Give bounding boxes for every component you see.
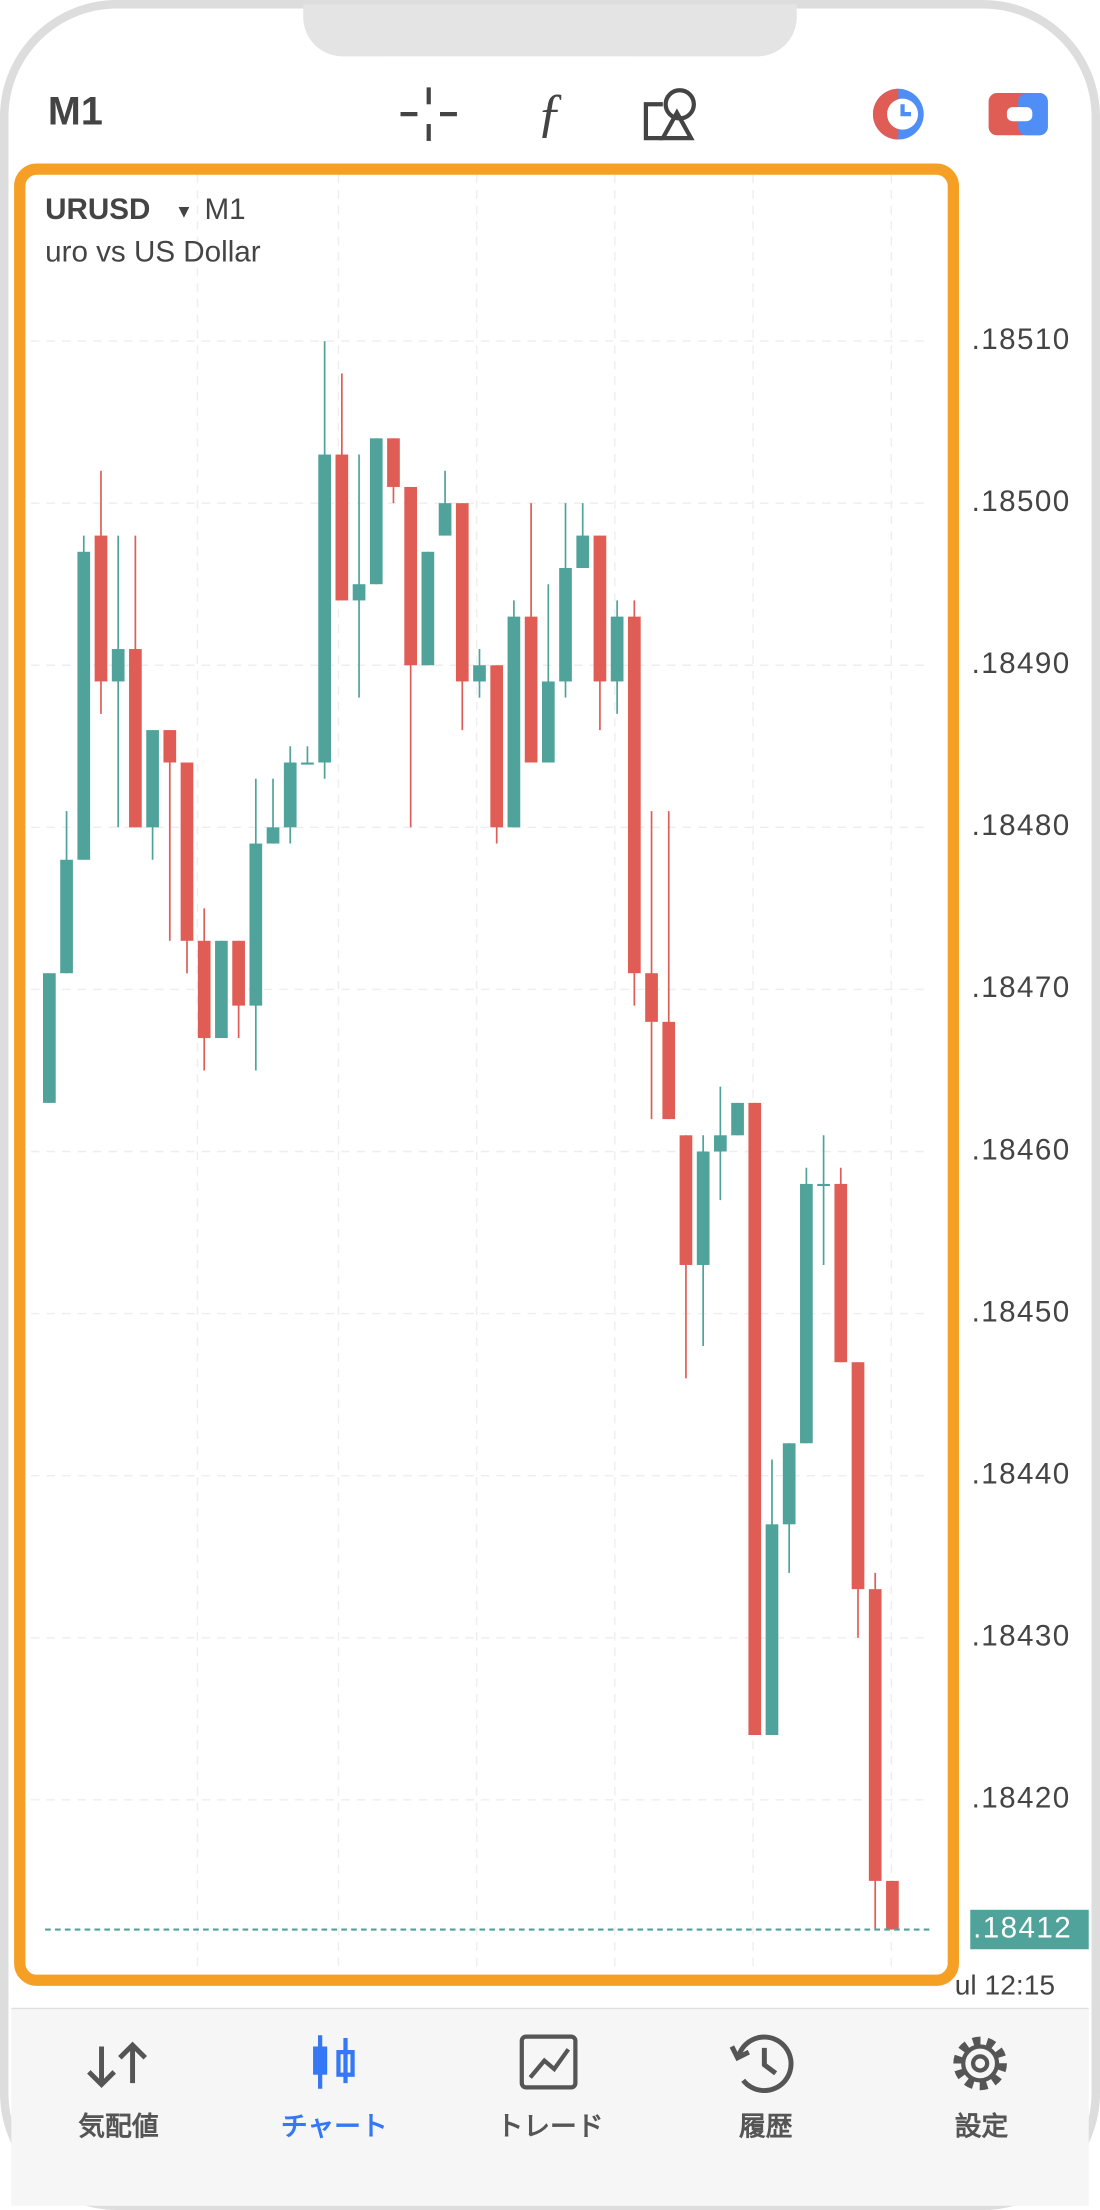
candle-body — [782, 1443, 796, 1525]
candle-body — [163, 730, 177, 763]
one-click-icon[interactable] — [872, 88, 924, 140]
y-tick-label: .18470 — [972, 971, 1071, 1004]
candle-body — [714, 1135, 727, 1152]
candle-body — [215, 940, 228, 1039]
candle-body — [421, 551, 435, 666]
chart: .18510 .18500 .18490 .18480 .18470 .18460 .184… — [31, 174, 1089, 2001]
candle-body — [146, 730, 159, 828]
account-icon[interactable] — [988, 93, 1048, 136]
y-tick-label: .18510 — [972, 323, 1071, 356]
candle-body — [438, 503, 452, 536]
candle-body — [94, 535, 108, 682]
candle-body — [731, 1102, 744, 1136]
y-tick-label: .18460 — [972, 1133, 1071, 1166]
candle-body — [490, 665, 504, 828]
last-price-label: .18412 — [973, 1911, 1072, 1944]
candle-body — [180, 762, 194, 941]
time-label: ul 12:15 — [955, 1969, 1055, 2001]
candle-body — [627, 616, 641, 974]
candle-body — [541, 681, 555, 763]
tab-label[interactable]: 設定 — [955, 2110, 1009, 2141]
candle-body — [610, 616, 624, 682]
indicator-icon[interactable]: ƒ — [537, 83, 564, 143]
candle-body — [77, 551, 91, 860]
symbol: URUSD — [45, 193, 150, 226]
candle-body — [868, 1589, 882, 1881]
y-tick-label: .18450 — [972, 1295, 1071, 1328]
quotes-icon[interactable] — [87, 2041, 148, 2089]
y-tick-label: .18480 — [972, 809, 1071, 842]
candle-body — [559, 568, 572, 682]
candle-body — [593, 535, 607, 682]
tab-label[interactable]: 履歴 — [739, 2111, 793, 2141]
candle-body — [834, 1183, 848, 1363]
candle-body — [387, 438, 400, 487]
candle-body — [817, 1183, 830, 1187]
chart-icon[interactable] — [313, 2035, 355, 2089]
candle-body — [318, 454, 331, 763]
timeframe-button[interactable]: M1 — [48, 90, 103, 134]
candle-body — [352, 584, 366, 601]
candle-body — [473, 665, 486, 682]
dropdown-arrow: ▼ — [175, 201, 193, 222]
candle-body — [851, 1362, 865, 1590]
candle-body — [679, 1135, 693, 1265]
candle-body — [60, 859, 73, 974]
candle-body — [524, 616, 538, 763]
description: uro vs US Dollar — [45, 236, 261, 269]
candle-body — [266, 827, 280, 844]
candle-body — [283, 762, 297, 828]
candle-body — [197, 940, 211, 1039]
candle-body — [232, 940, 245, 1006]
candle-body — [696, 1151, 710, 1265]
y-tick-label: .18430 — [972, 1620, 1071, 1653]
tab-label[interactable]: チャート — [281, 2111, 388, 2141]
candle-body — [645, 973, 658, 1022]
candle-body — [765, 1524, 779, 1736]
candle-body — [129, 649, 142, 828]
candle-body — [455, 503, 469, 682]
y-tick-label: .18500 — [972, 485, 1071, 518]
y-tick-label: .18440 — [972, 1458, 1071, 1491]
settings-icon[interactable] — [953, 2036, 1007, 2091]
y-tick-label: .18420 — [972, 1782, 1071, 1815]
crosshair-icon[interactable] — [400, 87, 457, 141]
highlight-frame — [14, 163, 959, 1986]
candle-body — [335, 454, 349, 601]
candle-body — [507, 616, 521, 828]
y-tick-label: .18490 — [972, 647, 1071, 680]
candle-body — [43, 973, 56, 1103]
notch — [303, 4, 797, 57]
candle-body — [800, 1183, 813, 1444]
history-icon[interactable] — [729, 2034, 794, 2093]
candle-body — [662, 1021, 676, 1120]
candle-body — [111, 649, 125, 682]
candle-body — [369, 438, 383, 585]
candle-body — [404, 486, 418, 666]
chart-timeframe: M1 — [204, 193, 245, 226]
candle-body — [301, 762, 314, 765]
candle-body — [748, 1102, 762, 1736]
candle-body — [886, 1880, 899, 1930]
trade-icon[interactable] — [519, 2034, 578, 2090]
objects-icon[interactable] — [643, 88, 696, 141]
tabs: 気配値 チャート トレード 履歴 設定 — [78, 2110, 1008, 2141]
tab-label[interactable]: トレード — [496, 2111, 603, 2141]
candle-body — [576, 535, 590, 569]
tab-bar — [11, 2008, 1089, 2206]
last-price-box — [970, 1909, 1089, 1950]
candle-body — [249, 843, 263, 1006]
tab-label[interactable]: 気配値 — [78, 2110, 159, 2141]
